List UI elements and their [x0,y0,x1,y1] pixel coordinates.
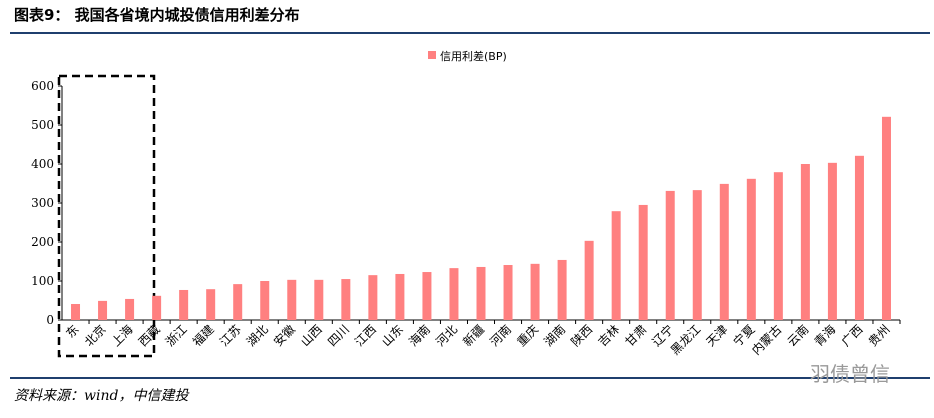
x-tick-label: 吉林 [595,322,622,349]
bar [179,289,189,320]
bar [692,190,702,320]
x-tick-label: 河北 [433,322,460,349]
x-tick-label: 青海 [811,322,839,350]
bar [665,190,675,320]
x-tick-label: 西藏 [136,322,163,349]
chart-title: 图表9： 我国各省境内城投债信用利差分布 [14,6,300,24]
bar [503,265,513,320]
bar [422,272,432,320]
x-tick-label: 江苏 [217,322,244,349]
x-tick-label: 湖南 [541,322,569,350]
bar [827,162,837,320]
highlight-box [57,74,156,358]
bar [71,304,81,320]
bar [206,289,216,320]
bar [854,155,864,320]
y-tick-label: 0 [46,313,54,327]
bar [584,240,594,320]
bar [611,211,621,320]
x-tick-label: 内蒙古 [748,322,784,358]
bar [719,183,729,320]
bar [98,300,108,320]
x-tick-label: 广西 [839,322,866,349]
x-tick-label: 海南 [405,322,433,350]
x-tick-label: 河南 [487,322,515,350]
x-tick-label: 新疆 [460,322,488,350]
bar [152,295,162,320]
y-tick-label: 100 [31,274,54,288]
x-tick-label: 天津 [704,322,731,349]
x-tick-label: 黑龙江 [668,322,703,357]
x-tick-label: 北京 [82,322,109,349]
x-tick-label: 江西 [352,322,379,349]
x-tick-label: 东 [63,322,81,340]
x-tick-label: 重庆 [514,322,541,349]
y-tick-label: 300 [31,196,54,210]
x-tick-label: 湖北 [243,322,271,350]
y-tick-label: 500 [31,118,54,132]
bar [449,268,459,320]
x-tick-label: 浙江 [163,322,190,349]
bar [638,204,648,320]
x-tick-label: 上海 [108,322,136,350]
bar [476,266,486,320]
watermark: 羽债曾信 [810,362,890,386]
source: 资料来源：wind，中信建投 [14,388,190,404]
legend-label: 信用利差(BP) [440,49,507,63]
y-tick-label: 200 [31,235,54,249]
x-tick-label: 山西 [298,322,325,349]
x-tick-label: 山东 [379,322,406,349]
bar [773,172,783,320]
y-tick-label: 400 [31,157,54,171]
x-tick-label: 云南 [784,322,812,350]
legend-swatch [428,51,436,59]
bar [125,298,135,320]
bar [530,263,540,320]
bar [341,279,351,320]
x-tick-label: 甘肃 [622,322,649,349]
y-tick-label: 600 [31,79,54,93]
bar [881,116,891,320]
bar [368,275,378,320]
bar [557,259,567,320]
x-tick-label: 安徽 [270,322,298,350]
x-tick-label: 四川 [325,322,352,349]
bar [314,279,324,320]
bar [287,279,297,320]
x-tick-label: 贵州 [866,322,893,349]
bar [260,281,270,320]
x-tick-label: 福建 [189,322,217,350]
bar [800,164,810,320]
x-tick-label: 陕西 [568,322,596,350]
bar [233,284,243,320]
bar [395,273,405,320]
bar [746,178,756,320]
